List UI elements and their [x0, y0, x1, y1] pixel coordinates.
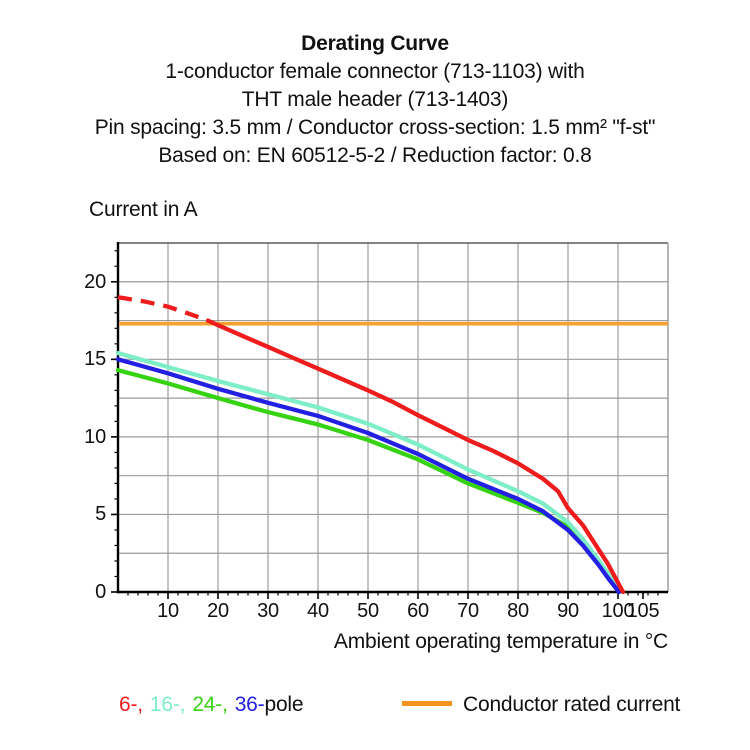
chart-header: Derating Curve 1-conductor female connec… — [0, 30, 750, 170]
y-tick-label: 10 — [84, 425, 106, 448]
x-tick-label: 70 — [457, 600, 479, 622]
legend-pole-counts: 6-, 16-, 24-, 36-pole — [119, 693, 304, 717]
chart-subtitle-line-1: 1-conductor female connector (713-1103) … — [165, 60, 585, 83]
y-tick-label: 0 — [95, 581, 106, 603]
x-tick-label: 100 — [601, 600, 635, 622]
x-tick-label: 90 — [557, 600, 579, 622]
rated-current-label: Conductor rated current — [463, 693, 681, 716]
x-tick-label: 40 — [307, 600, 329, 622]
chart-subtitle-line-4: Based on: EN 60512-5-2 / Reduction facto… — [158, 144, 592, 167]
y-tick-label: 5 — [95, 503, 106, 526]
x-tick-label: 50 — [357, 600, 379, 622]
legend-rated-current: Conductor rated current — [402, 693, 680, 717]
curve-6-pole-dashed — [117, 295, 209, 323]
legend-pole-items: 6-, 16-, 24-, 36- — [119, 693, 265, 716]
rated-current-line-swatch — [402, 700, 452, 706]
legend-pole-item: 6-, — [119, 693, 143, 716]
y-tick-label: 15 — [84, 348, 106, 371]
y-tick-label: 20 — [84, 270, 106, 293]
x-tick-label: 105 — [626, 600, 660, 622]
x-tick-label: 10 — [157, 600, 179, 622]
chart-subtitle-line-3: Pin spacing: 3.5 mm / Conductor cross-se… — [94, 116, 656, 139]
x-axis-title: Ambient operating temperature in °C — [333, 630, 668, 653]
curve-16-pole — [115, 350, 622, 595]
legend-pole-item: 36- — [234, 693, 265, 716]
x-tick-label: 80 — [507, 600, 529, 622]
x-tick-label: 30 — [257, 600, 279, 622]
x-tick-label: 60 — [407, 600, 429, 622]
chart-title: Derating Curve — [301, 32, 449, 55]
curve-6-pole — [205, 318, 626, 595]
y-axis-title: Current in A — [89, 198, 198, 221]
x-tick-label: 20 — [207, 600, 229, 622]
legend-pole-suffix: pole — [264, 693, 304, 716]
chart-subtitle-line-2: THT male header (713-1403) — [241, 88, 509, 111]
legend-pole-item: 24-, — [192, 693, 228, 716]
curve-36-pole — [115, 357, 622, 595]
legend-pole-item: 16-, — [149, 693, 186, 716]
